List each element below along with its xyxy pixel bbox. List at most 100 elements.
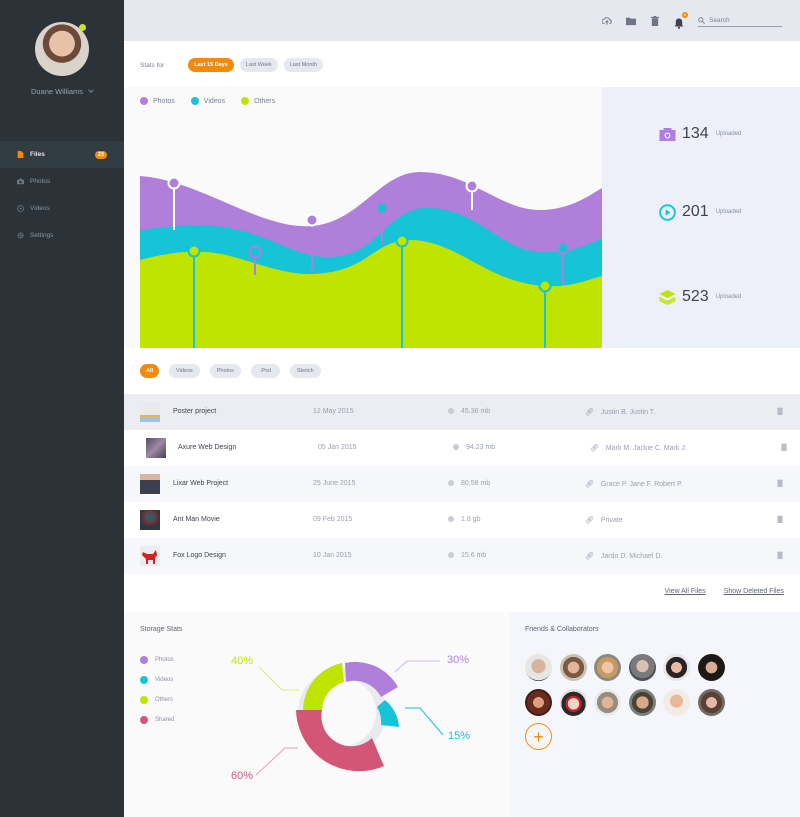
sidebar-item-settings[interactable]: Settings <box>0 222 124 249</box>
file-shared-with: Private <box>600 517 623 524</box>
file-name[interactable]: Poster project <box>173 408 217 415</box>
file-thumbnail <box>140 474 160 494</box>
bell-icon <box>674 18 684 29</box>
legend-photos[interactable]: Photos <box>140 97 175 105</box>
search-input[interactable]: Search <box>698 15 782 27</box>
range-last-week[interactable]: Last Week <box>239 58 278 72</box>
show-deleted-files-link[interactable]: Show Deleted Files <box>723 588 784 595</box>
chevron-down-icon <box>88 87 94 93</box>
legend-videos: Videos <box>140 670 174 690</box>
file-name[interactable]: Fox Logo Design <box>173 552 226 559</box>
file-date: 10 Jan 2015 <box>313 552 352 559</box>
user-avatar[interactable] <box>35 22 89 76</box>
file-date: 09 Feb 2015 <box>313 516 353 523</box>
avatar[interactable] <box>629 654 656 681</box>
file-links: View All Files Show Deleted Files <box>647 588 784 595</box>
range-last-15-days[interactable]: Last 15 Days <box>188 58 234 72</box>
cloud-upload-icon[interactable] <box>602 16 612 26</box>
file-icon <box>17 151 24 158</box>
file-thumbnail <box>140 546 160 566</box>
upload-stats-panel: 134 Uploaded 201 Uploaded 523 Uploaded <box>602 87 800 348</box>
file-shared-with: Jardo D. Michael D. <box>600 553 663 560</box>
table-row[interactable]: Lixar Web Project 25 June 2015 80.58 mb … <box>124 466 800 502</box>
file-name[interactable]: Ant Man Movie <box>173 516 220 523</box>
legend-photos: Photos <box>140 650 174 670</box>
friends-panel: Friends & Collaborators + <box>510 612 800 817</box>
file-shared-with: Grace P. Jane F. Robert P. <box>600 481 683 488</box>
filter-sketch[interactable]: Sketch <box>289 364 321 378</box>
videos-percent: 15% <box>448 730 471 742</box>
folder-icon[interactable] <box>626 16 636 26</box>
trash-icon[interactable] <box>650 15 660 26</box>
table-row[interactable]: Fox Logo Design 10 Jan 2015 15.6 mb 🔗︎ Ja… <box>124 538 800 574</box>
legend-others[interactable]: Others <box>241 97 275 105</box>
avatar[interactable] <box>698 654 725 681</box>
filter-all[interactable]: All <box>140 364 160 378</box>
play-circle-icon <box>659 203 676 221</box>
stats-range-filter: Stats for Last 15 Days Last Week Last Mo… <box>140 58 323 72</box>
delete-icon[interactable] <box>781 443 787 451</box>
avatar[interactable] <box>560 654 587 681</box>
avatar[interactable] <box>629 689 656 716</box>
file-shared-with: Justin B. Justin T. <box>600 409 656 416</box>
files-count-badge: 23 <box>94 151 107 159</box>
file-date: 12 May 2015 <box>313 408 354 415</box>
size-dot-icon <box>448 480 454 486</box>
sidebar-item-files[interactable]: Files 23 <box>0 141 124 168</box>
sidebar-nav: Files 23 Photos Videos Settings <box>0 141 124 249</box>
avatar[interactable] <box>594 654 621 681</box>
area-chart-svg <box>140 172 602 348</box>
avatar[interactable] <box>698 689 725 716</box>
chart-legend: Photos Videos Others <box>140 97 291 105</box>
filter-videos[interactable]: Videos <box>169 364 200 378</box>
legend-videos[interactable]: Videos <box>190 97 225 105</box>
delete-icon[interactable] <box>777 551 783 559</box>
uploads-area-chart <box>124 87 602 348</box>
filter-photos[interactable]: Photos <box>209 364 241 378</box>
delete-icon[interactable] <box>777 479 783 487</box>
storage-stats-panel: Storage Stats Photos Videos Others Share… <box>124 612 510 817</box>
storage-donut-chart <box>255 660 444 776</box>
table-row[interactable]: Poster project 12 May 2015 45.36 mb 🔗︎ Ju… <box>124 394 800 430</box>
legend-shared: Shared <box>140 710 174 730</box>
user-menu[interactable]: Duane Williams <box>0 87 124 96</box>
file-name[interactable]: Axure Web Design <box>178 444 237 451</box>
photos-count: 134 <box>682 125 709 142</box>
search-icon <box>698 16 705 24</box>
add-collaborator-button[interactable]: + <box>525 723 552 750</box>
range-last-month[interactable]: Last Month <box>283 58 323 72</box>
uploaded-label: Uploaded <box>715 209 742 215</box>
uploaded-label: Uploaded <box>715 294 742 300</box>
layers-icon <box>659 289 676 305</box>
file-size: 15.6 mb <box>461 552 487 559</box>
table-row[interactable]: Axure Web Design 05 Jan 2015 94.23 mb 🔗︎… <box>124 430 800 466</box>
delete-icon[interactable] <box>777 515 783 523</box>
sidebar-item-photos[interactable]: Photos <box>0 168 124 195</box>
file-name[interactable]: Lixar Web Project <box>173 480 229 487</box>
sidebar-item-label: Settings <box>30 232 54 239</box>
avatar[interactable] <box>560 689 587 716</box>
others-percent: 40% <box>231 655 254 667</box>
avatar[interactable] <box>594 689 621 716</box>
sidebar-item-label: Videos <box>30 205 50 212</box>
uploaded-label: Uploaded <box>715 131 742 137</box>
avatar[interactable] <box>525 654 552 681</box>
size-dot-icon <box>453 444 459 450</box>
storage-title: Storage Stats <box>140 626 183 633</box>
avatar[interactable] <box>663 689 690 716</box>
friends-title: Friends & Collaborators <box>525 626 599 633</box>
camera-icon <box>659 127 676 141</box>
view-all-files-link[interactable]: View All Files <box>664 588 706 595</box>
delete-icon[interactable] <box>777 407 783 415</box>
table-row[interactable]: Ant Man Movie 09 Feb 2015 1.8 gb 🔗︎ Priva… <box>124 502 800 538</box>
videos-count: 201 <box>682 203 709 220</box>
sidebar-item-label: Photos <box>30 178 51 185</box>
avatar[interactable] <box>663 654 690 681</box>
online-indicator <box>79 24 86 31</box>
notifications-button[interactable]: 6 <box>674 11 688 29</box>
avatar[interactable] <box>525 689 552 716</box>
file-date: 05 Jan 2015 <box>318 444 357 451</box>
sidebar-item-videos[interactable]: Videos <box>0 195 124 222</box>
filter-psd[interactable]: .Psd <box>250 364 280 378</box>
others-uploaded-stat: 523 Uploaded <box>659 288 741 306</box>
